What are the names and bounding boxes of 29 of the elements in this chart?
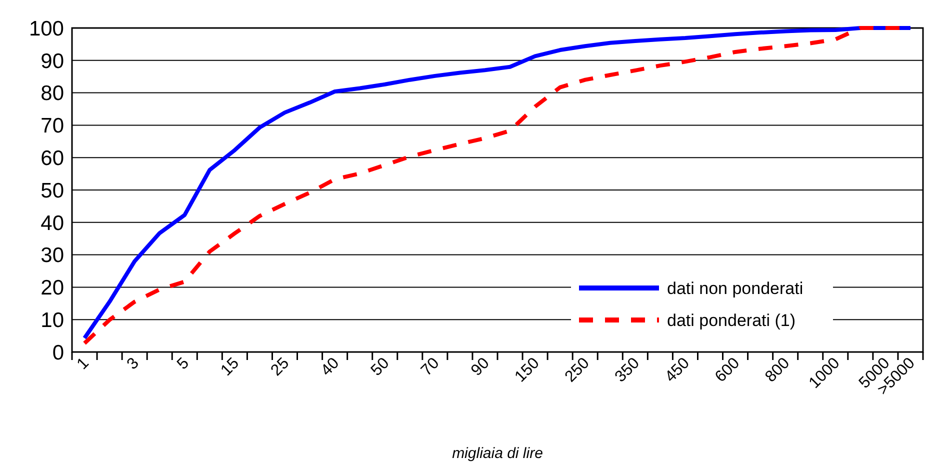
x-tick-label: 70: [418, 354, 443, 380]
x-tick-label: 40: [318, 354, 343, 380]
y-tick-label: 90: [40, 50, 64, 73]
y-tick-label: 70: [40, 114, 64, 138]
x-tick-label: 150: [512, 354, 543, 386]
x-tick-label: 350: [612, 354, 644, 386]
x-tick-label: 50: [368, 354, 393, 380]
x-tick-label: 25: [268, 354, 293, 380]
y-tick-label: 0: [52, 341, 64, 364]
y-tick-label: 40: [40, 212, 64, 235]
x-tick-label: 3: [124, 354, 142, 374]
x-tick-label: 15: [218, 354, 243, 380]
y-tick-label: 60: [40, 146, 64, 170]
legend-label: dati non ponderati: [667, 278, 804, 298]
y-tick-label: 80: [40, 82, 64, 106]
x-tick-label: 5: [174, 354, 193, 374]
y-tick-label: 50: [40, 179, 64, 202]
x-tick-label: 250: [562, 354, 593, 386]
x-tick-label: 450: [662, 354, 694, 386]
x-tick-label: 90: [468, 354, 493, 380]
x-axis-title: migliaia di lire: [452, 445, 543, 462]
legend-label: dati ponderati (1): [667, 310, 796, 330]
y-tick-label: 100: [28, 17, 64, 40]
y-tick-label: 20: [40, 276, 64, 300]
x-tick-label: 800: [762, 354, 794, 386]
x-tick-label: 600: [712, 354, 744, 386]
y-tick-label: 10: [40, 308, 64, 332]
x-tick-label: 1: [74, 354, 92, 374]
y-tick-label: 30: [40, 244, 64, 268]
